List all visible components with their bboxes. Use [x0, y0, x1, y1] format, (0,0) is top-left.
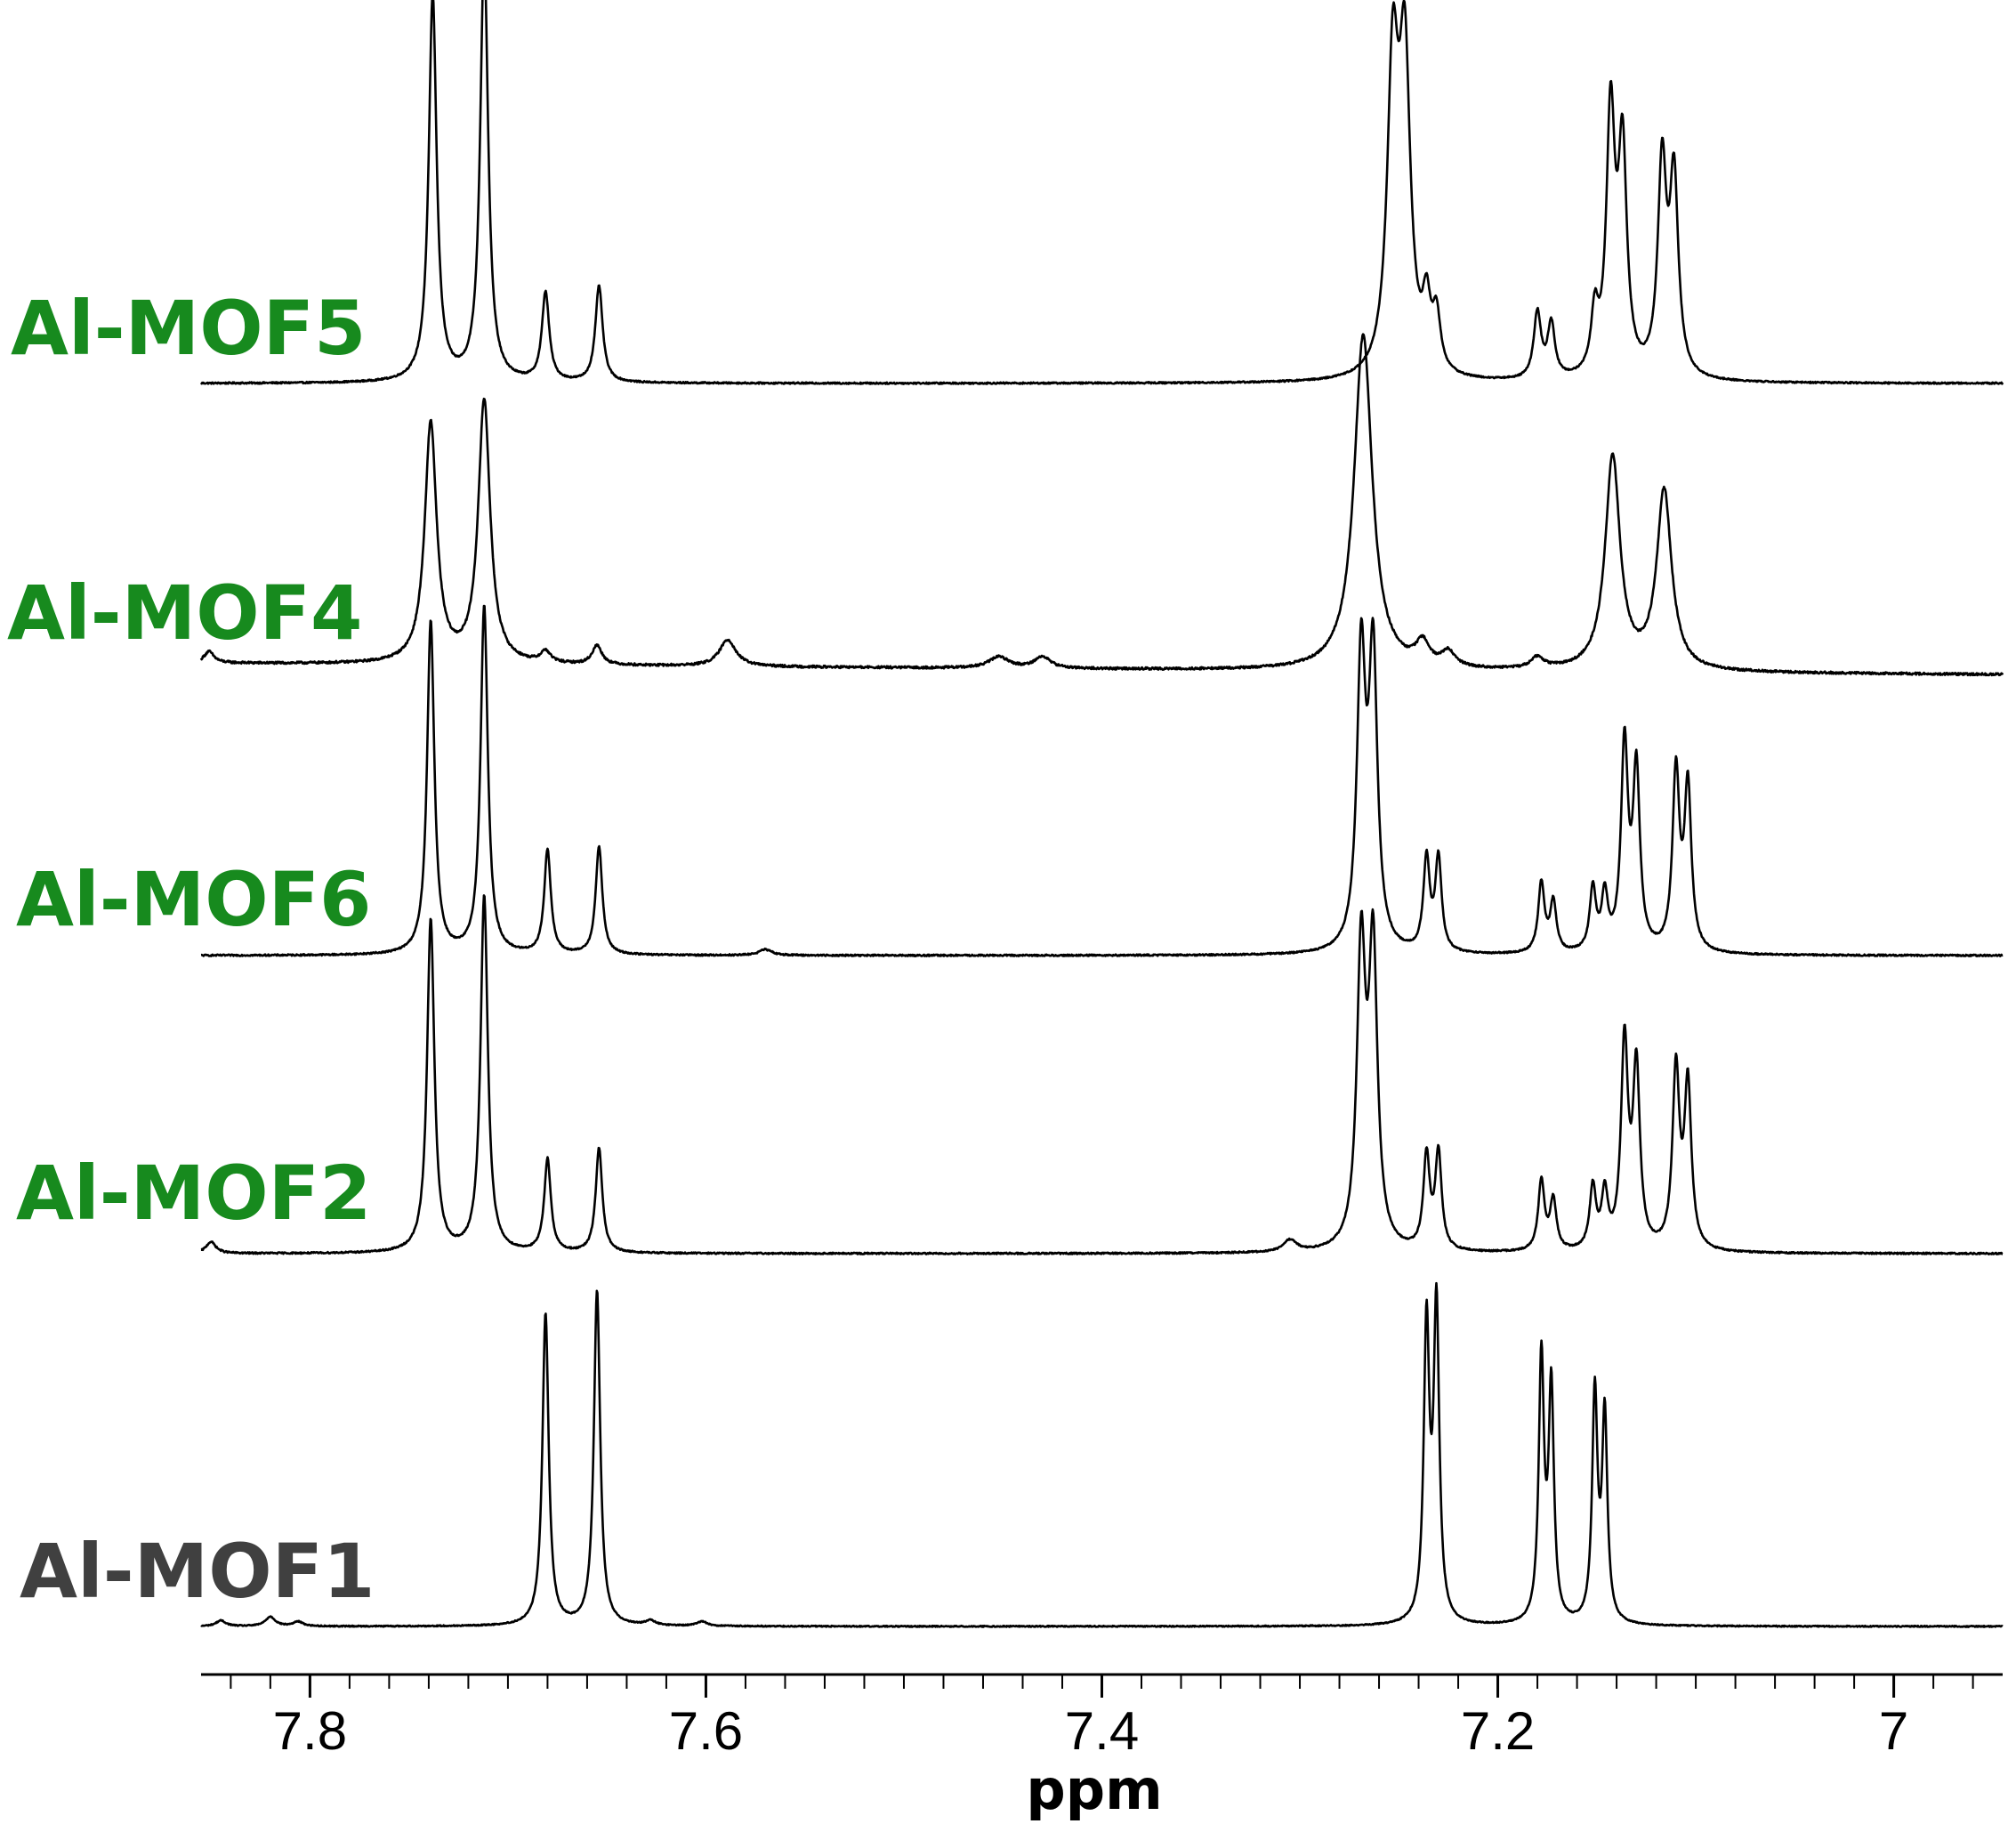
x-axis: 7.8 7.6 7.4 7.2 7 ppm — [201, 1673, 2003, 1822]
spectrum-trace-al-mof6 — [200, 604, 2004, 957]
x-axis-title: ppm — [1026, 1757, 1162, 1822]
x-axis-ticks: 7.8 7.6 7.4 7.2 7 — [230, 1675, 1974, 1761]
x-tick-label: 7.2 — [1461, 1701, 1535, 1761]
trace-label-al-mof1: Al-MOF1 — [20, 1528, 375, 1615]
spectrum-trace-al-mof5 — [199, 0, 2004, 385]
trace-label-al-mof6: Al-MOF6 — [16, 856, 372, 943]
x-tick-label: 7.8 — [273, 1701, 347, 1761]
spectrum-trace-al-mof4 — [199, 333, 2004, 677]
x-tick-label: 7.6 — [669, 1701, 743, 1761]
trace-label-al-mof5: Al-MOF5 — [11, 285, 367, 372]
spectrum-trace-al-mof1 — [200, 1281, 2004, 1628]
trace-label-al-mof2: Al-MOF2 — [16, 1150, 372, 1237]
spectra-traces — [199, 0, 2004, 1628]
spectrum-trace-al-mof2 — [200, 894, 2004, 1255]
trace-label-al-mof4: Al-MOF4 — [7, 569, 363, 657]
trace-labels: Al-MOF5 Al-MOF4 Al-MOF6 Al-MOF2 Al-MOF1 — [7, 285, 375, 1615]
x-tick-label: 7.4 — [1065, 1701, 1139, 1761]
x-tick-label: 7 — [1879, 1701, 1908, 1761]
